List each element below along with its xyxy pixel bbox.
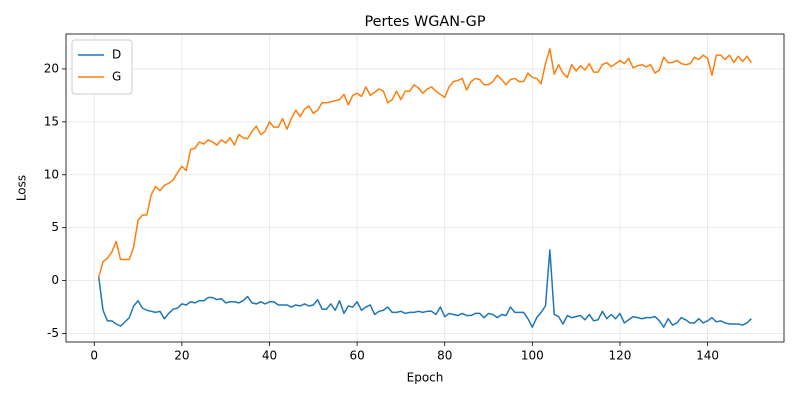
x-axis-label: Epoch xyxy=(407,371,444,385)
legend-label: G xyxy=(112,70,121,84)
y-axis-label: Loss xyxy=(15,175,29,201)
x-tick-label: 20 xyxy=(174,349,189,363)
y-tick-label: 5 xyxy=(51,220,59,234)
y-tick-label: -5 xyxy=(47,326,59,340)
line xyxy=(97,249,752,328)
y-tick-label: 0 xyxy=(51,273,59,287)
plot-frame xyxy=(65,33,785,343)
x-tick-label: 100 xyxy=(521,349,544,363)
y-tick-label: 10 xyxy=(44,167,59,181)
legend xyxy=(71,39,133,95)
y-tick-label: 20 xyxy=(44,61,59,75)
line xyxy=(97,48,752,278)
x-tick-label: 40 xyxy=(262,349,277,363)
x-tick-label: 140 xyxy=(696,349,719,363)
chart-title: Pertes WGAN-GP xyxy=(364,14,485,30)
x-tick-label: 60 xyxy=(349,349,364,363)
x-tick-label: 0 xyxy=(90,349,98,363)
x-tick-label: 120 xyxy=(608,349,631,363)
y-tick-label: 15 xyxy=(44,114,59,128)
x-tick-label: 80 xyxy=(437,349,452,363)
legend-label: D xyxy=(112,48,121,62)
